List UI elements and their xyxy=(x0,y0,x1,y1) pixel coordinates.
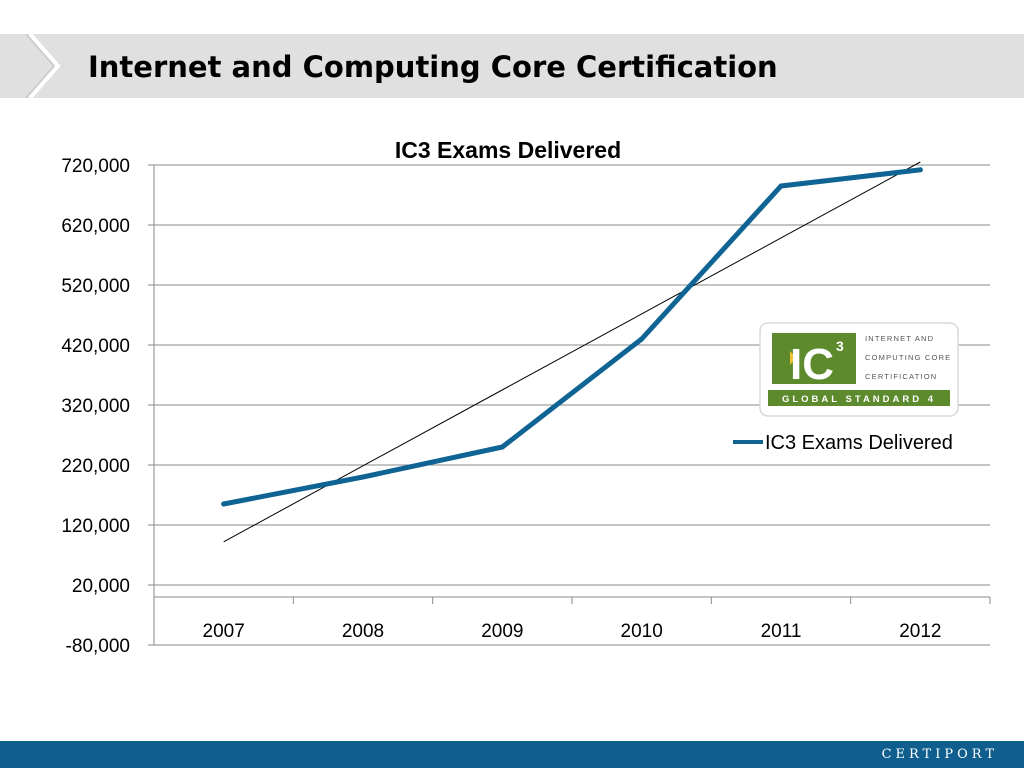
x-tick-label: 2011 xyxy=(761,621,802,642)
y-tick-label: -80,000 xyxy=(66,636,130,657)
data-point xyxy=(778,183,784,189)
y-tick-label: 620,000 xyxy=(61,216,130,237)
x-tick-label: 2007 xyxy=(203,621,245,642)
x-tick-label: 2012 xyxy=(899,621,941,642)
trendline-line xyxy=(223,161,921,543)
x-tick-label: 2010 xyxy=(621,621,663,642)
footer-brand: CERTIPORT xyxy=(881,747,998,762)
logo-mark: IC xyxy=(790,340,834,389)
series-line xyxy=(221,167,923,507)
chevron-decoration xyxy=(25,34,61,98)
y-tick-label: 420,000 xyxy=(61,336,130,357)
logo-arrow-icon xyxy=(790,351,796,365)
legend-label: IC3 Exams Delivered xyxy=(765,432,953,454)
y-tick-label: 320,000 xyxy=(61,396,130,417)
data-point xyxy=(639,336,645,342)
ic3-logo: IC 3 INTERNET AND COMPUTING CORE CERTIFI… xyxy=(759,322,959,417)
y-tick-label: 520,000 xyxy=(61,276,130,297)
y-tick-label: 720,000 xyxy=(61,156,130,177)
logo-superscript: 3 xyxy=(836,338,844,354)
title-bar xyxy=(0,34,1024,98)
footer-bar: CERTIPORT xyxy=(0,741,1024,768)
trendline xyxy=(223,161,921,543)
y-axis-ticks: 720,000 620,000 520,000 420,000 320,000 220,0… xyxy=(61,156,130,657)
data-point xyxy=(917,167,923,173)
logo-line-3: CERTIFICATION xyxy=(865,372,937,381)
series-lines xyxy=(221,167,923,507)
x-tick-label: 2008 xyxy=(342,621,384,642)
line-chart: IC3 Exams Delivered 720,000 620,000 520,00… xyxy=(61,137,991,657)
logo-banner-text: GLOBAL STANDARD 4 xyxy=(782,394,936,405)
data-point xyxy=(360,474,366,480)
logo-green-block xyxy=(772,333,856,384)
data-point xyxy=(221,501,227,507)
logo-line-1: INTERNET AND xyxy=(865,334,934,343)
y-tick-label: 120,000 xyxy=(61,516,130,537)
chart-title: IC3 Exams Delivered xyxy=(395,137,621,163)
x-axis: 2007 2008 2009 2010 2011 2012 xyxy=(153,596,991,642)
logo-line-2: COMPUTING CORE xyxy=(865,353,951,362)
y-tick-label: 20,000 xyxy=(72,576,130,597)
x-tick-label: 2009 xyxy=(481,621,523,642)
logo-banner xyxy=(768,390,950,406)
y-tick-label: 220,000 xyxy=(61,456,130,477)
data-point xyxy=(499,444,505,450)
legend: IC3 Exams Delivered xyxy=(733,432,953,454)
slide-title: Internet and Computing Core Certificatio… xyxy=(88,50,778,84)
